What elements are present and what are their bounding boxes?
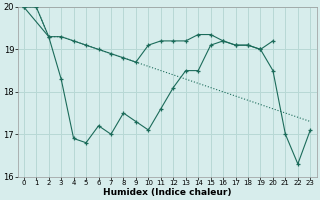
X-axis label: Humidex (Indice chaleur): Humidex (Indice chaleur) <box>103 188 231 197</box>
